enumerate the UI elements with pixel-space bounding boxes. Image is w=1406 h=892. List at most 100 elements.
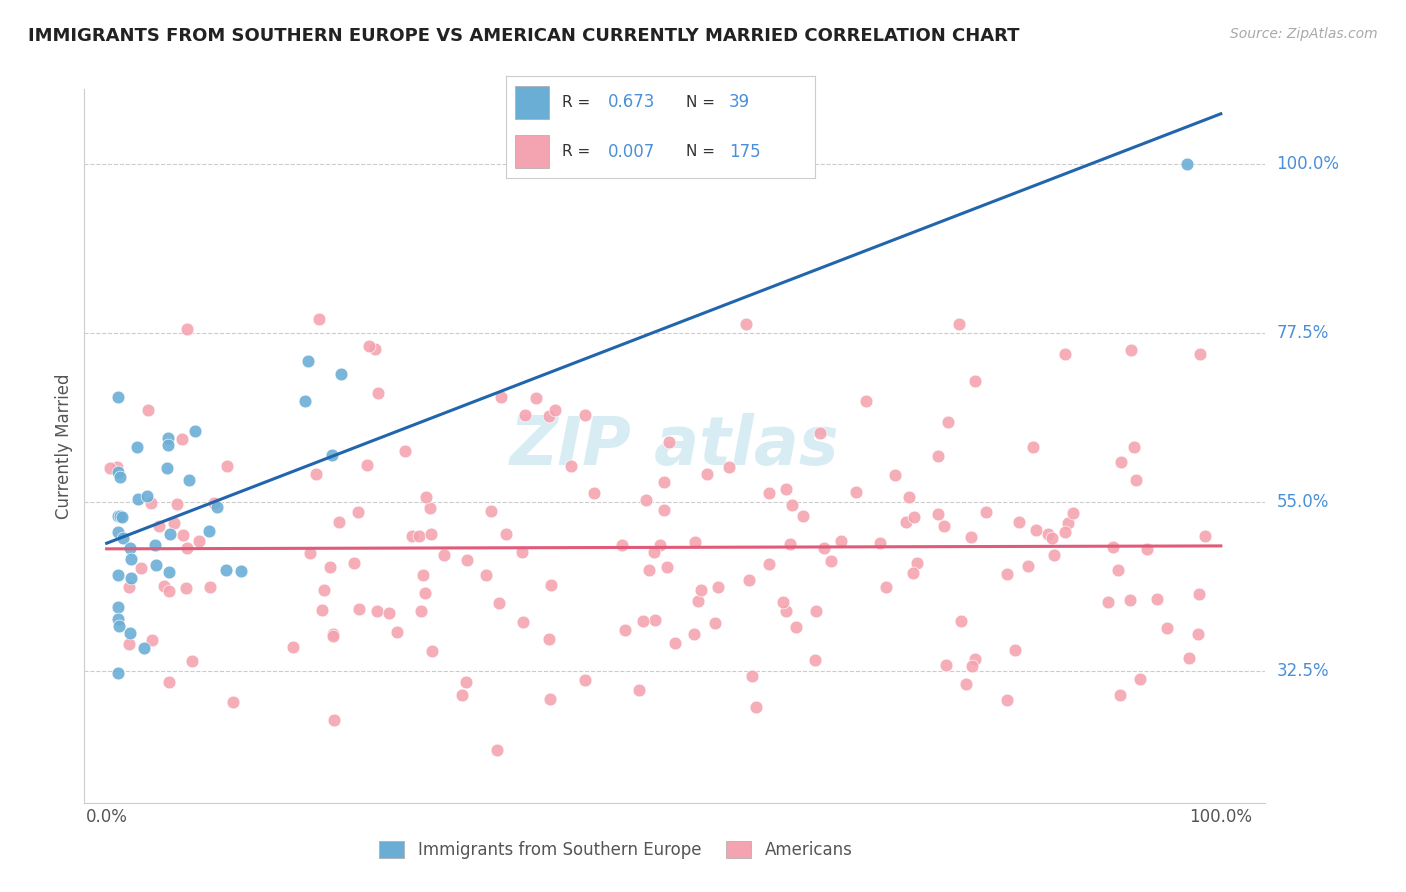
Point [188, 534, 211, 549]
Point [409, 604, 432, 618]
Point [222, 695, 245, 709]
Point [145, 558, 167, 573]
Point [176, 322, 198, 336]
Point [574, 673, 596, 687]
Point [927, 507, 949, 521]
Point [110, 510, 132, 524]
Point [1040, 531, 1063, 545]
Point [475, 568, 498, 582]
Point [157, 675, 180, 690]
Point [322, 626, 344, 640]
Point [105, 460, 128, 475]
Point [153, 578, 176, 592]
Point [412, 567, 434, 582]
Point [935, 658, 957, 673]
Point [758, 557, 780, 571]
Point [157, 565, 180, 579]
Point [366, 604, 388, 618]
Point [905, 556, 928, 570]
Point [775, 483, 797, 497]
Point [1097, 595, 1119, 609]
Point [560, 458, 582, 473]
Text: 100.0%: 100.0% [1277, 155, 1340, 173]
Point [745, 700, 768, 714]
Point [830, 534, 852, 549]
Point [974, 505, 997, 519]
Point [488, 596, 510, 610]
Point [415, 490, 437, 504]
Point [157, 437, 180, 451]
Point [785, 619, 807, 633]
Point [107, 600, 129, 615]
Point [346, 505, 368, 519]
Point [118, 541, 141, 556]
Point [1156, 620, 1178, 634]
Point [1043, 548, 1066, 562]
Point [456, 553, 478, 567]
Text: 77.5%: 77.5% [1277, 325, 1329, 343]
Point [378, 606, 401, 620]
Point [394, 443, 416, 458]
Point [1129, 672, 1152, 686]
Point [1107, 563, 1129, 577]
Point [108, 508, 131, 523]
Point [120, 552, 142, 566]
Point [524, 392, 547, 406]
Point [995, 566, 1018, 581]
Point [901, 566, 924, 581]
Point [820, 554, 842, 568]
Point [420, 527, 443, 541]
Point [1119, 592, 1142, 607]
Point [688, 593, 710, 607]
Point [884, 467, 907, 482]
Point [960, 659, 983, 673]
Point [408, 528, 430, 542]
Point [738, 574, 761, 588]
Point [654, 475, 676, 489]
Point [217, 458, 239, 473]
Point [141, 633, 163, 648]
Point [903, 510, 925, 524]
Point [172, 433, 194, 447]
Point [574, 408, 596, 422]
Point [804, 653, 827, 667]
Point [111, 531, 134, 545]
Point [948, 317, 970, 331]
Point [200, 580, 222, 594]
Point [1054, 346, 1077, 360]
Point [1194, 529, 1216, 543]
Point [479, 504, 502, 518]
Point [1004, 643, 1026, 657]
Point [703, 616, 725, 631]
Point [1187, 626, 1209, 640]
Point [356, 458, 378, 472]
Point [707, 580, 730, 594]
Point [229, 564, 252, 578]
Point [118, 626, 141, 640]
Point [1188, 587, 1211, 601]
Point [127, 491, 149, 506]
Point [347, 601, 370, 615]
Point [311, 603, 333, 617]
Point [643, 545, 665, 559]
Text: 32.5%: 32.5% [1277, 663, 1329, 681]
Point [176, 541, 198, 555]
Point [515, 409, 537, 423]
Point [538, 632, 561, 647]
Text: R =: R = [562, 145, 591, 160]
Point [156, 431, 179, 445]
Point [869, 536, 891, 550]
Point [779, 536, 801, 550]
Point [322, 629, 344, 643]
Text: IMMIGRANTS FROM SOUTHERN EUROPE VS AMERICAN CURRENTLY MARRIED CORRELATION CHART: IMMIGRANTS FROM SOUTHERN EUROPE VS AMERI… [28, 27, 1019, 45]
Point [118, 580, 141, 594]
Point [875, 580, 897, 594]
Point [172, 528, 194, 542]
Point [612, 538, 634, 552]
Point [451, 688, 474, 702]
Point [927, 450, 949, 464]
Point [658, 435, 681, 450]
Point [1025, 523, 1047, 537]
Point [367, 386, 389, 401]
Point [537, 409, 560, 424]
